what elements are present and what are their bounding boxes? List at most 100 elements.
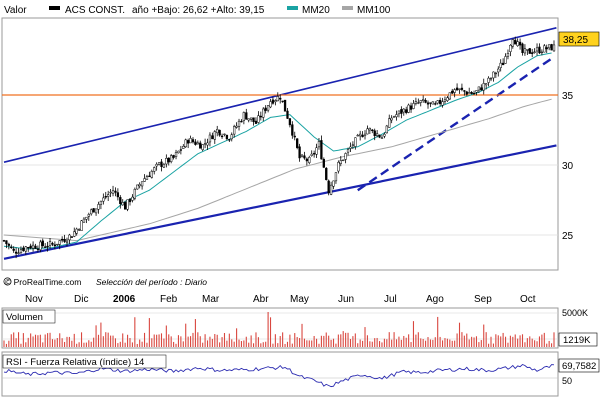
candle-body — [320, 140, 323, 160]
candle-body — [281, 100, 284, 103]
candle-body — [228, 139, 231, 141]
candle-body — [518, 41, 522, 46]
candle-body — [322, 159, 325, 168]
candle-body — [208, 134, 212, 143]
last-price-label: 38,25 — [563, 35, 588, 46]
candle-body — [429, 102, 432, 104]
candle-body — [148, 175, 151, 177]
candle-body — [499, 62, 502, 68]
candle-body — [533, 51, 536, 53]
candle-body — [36, 248, 40, 250]
candle-body — [395, 114, 398, 118]
candle-body — [172, 155, 175, 158]
candle-body — [460, 87, 464, 90]
candle-body — [543, 45, 546, 53]
candle-body — [140, 181, 144, 187]
month-label-ago: Ago — [426, 294, 444, 305]
candle-body — [46, 245, 49, 248]
candle-body — [373, 130, 376, 136]
rsi-line — [3, 363, 555, 388]
candle-body — [7, 243, 10, 246]
candle-body — [521, 43, 524, 53]
candle-body — [388, 118, 391, 128]
candle-body — [375, 133, 379, 136]
candle-body — [400, 109, 403, 114]
month-label-feb: Feb — [160, 294, 178, 305]
volume-title-box — [2, 309, 56, 324]
period-selection: Selección del período : Diario — [96, 277, 207, 287]
candle-body — [266, 105, 270, 111]
candle-body — [126, 199, 129, 210]
instrument-name: ACS CONST. — [65, 5, 125, 16]
price-candles — [2, 36, 556, 259]
candle-body — [485, 83, 488, 86]
candle-body — [465, 91, 468, 95]
candle-body — [334, 172, 338, 182]
candle-body — [397, 110, 401, 115]
month-label-jul: Jul — [384, 294, 397, 305]
candle-body — [305, 158, 309, 162]
candle-body — [17, 252, 20, 254]
candle-body — [414, 101, 418, 104]
candle-body — [12, 248, 15, 251]
year-range-text: año +Bajo: 26,62 +Alto: 39,15 — [132, 5, 265, 16]
candle-body — [390, 117, 393, 121]
candle-body — [203, 143, 207, 145]
candle-body — [380, 137, 384, 139]
candle-body — [131, 196, 134, 201]
candle-body — [199, 142, 202, 149]
candle-body — [82, 218, 86, 223]
candle-body — [247, 118, 250, 121]
candle-body — [468, 92, 471, 94]
ma20-line — [3, 52, 552, 250]
candle-body — [446, 97, 449, 101]
year-label: 2006 — [113, 294, 136, 305]
candle-body — [480, 87, 483, 91]
candle-body — [477, 86, 481, 91]
candle-body — [136, 184, 139, 190]
candle-body — [27, 247, 30, 249]
candle-body — [155, 163, 158, 167]
candle-body — [535, 47, 539, 52]
candle-body — [138, 184, 141, 187]
candle-body — [58, 240, 61, 245]
candle-body — [405, 109, 408, 113]
candle-body — [552, 44, 556, 52]
candle-body — [5, 240, 8, 245]
candle-body — [237, 120, 241, 127]
candle-body — [497, 68, 500, 73]
candle-body — [332, 180, 335, 187]
candle-body — [85, 216, 88, 220]
candle-body — [75, 228, 78, 234]
candle-body — [426, 102, 430, 105]
candle-body — [114, 190, 117, 193]
candle-body — [80, 220, 83, 231]
candle-body — [107, 194, 110, 197]
candle-body — [73, 231, 76, 237]
candle-body — [184, 139, 187, 148]
candle-body — [14, 251, 18, 254]
candle-body — [441, 101, 444, 106]
volume-max-label: 5000K — [562, 308, 588, 318]
candle-body — [339, 160, 342, 164]
candle-body — [325, 167, 328, 180]
candle-body — [257, 115, 260, 123]
candle-body — [211, 135, 214, 140]
candle-body — [402, 108, 405, 113]
candle-body — [19, 249, 23, 253]
candle-body — [174, 152, 178, 157]
candle-body — [143, 178, 146, 182]
candle-body — [119, 197, 122, 204]
candle-body — [538, 46, 541, 54]
candle-body — [220, 135, 224, 138]
candle-body — [259, 115, 262, 118]
candle-body — [53, 244, 57, 247]
candle-body — [68, 234, 71, 241]
candle-body — [291, 124, 294, 136]
candle-body — [359, 133, 362, 137]
candle-body — [351, 144, 355, 146]
candle-body — [48, 241, 52, 246]
candle-body — [201, 144, 204, 150]
candle-body — [494, 72, 498, 75]
candle-body — [487, 77, 490, 83]
